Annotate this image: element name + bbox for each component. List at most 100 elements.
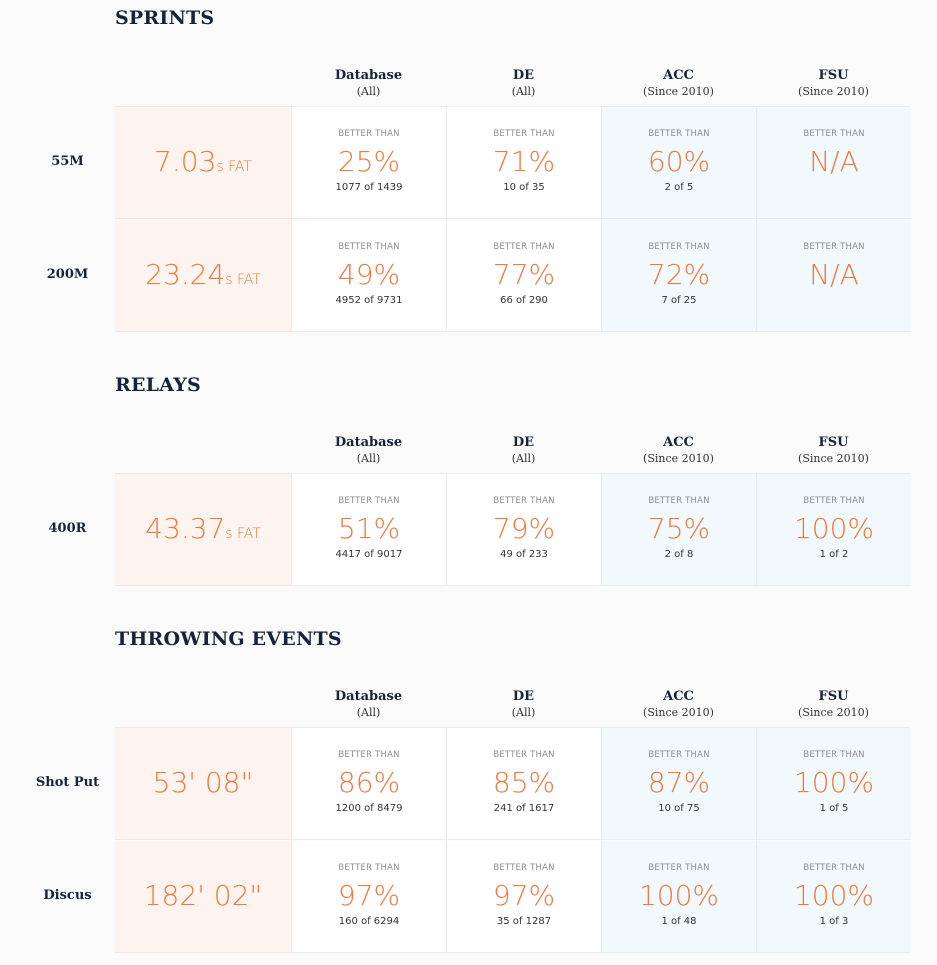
rank-count: 2 of 8 (664, 549, 694, 560)
better-than-label: BETTER THAN (338, 129, 400, 139)
column-name: DE (512, 68, 535, 83)
better-than-label: BETTER THAN (803, 242, 865, 252)
better-than-label: BETTER THAN (493, 496, 555, 506)
percentile-value: 77% (492, 258, 556, 291)
percentile-cell-database: BETTER THAN 86% 1200 of 8479 (291, 728, 446, 840)
column-scope: (Since 2010) (798, 452, 869, 465)
percentile-value: 100% (793, 512, 875, 545)
rank-count: 160 of 6294 (338, 916, 400, 927)
performance-mark: 43.37s FAT (115, 512, 291, 551)
better-than-label: BETTER THAN (803, 129, 865, 139)
column-name: Database (334, 435, 403, 450)
rank-count: 1 of 48 (661, 916, 697, 927)
performance-mark-cell: 53' 08" (115, 728, 291, 840)
event-label: Shot Put (35, 775, 100, 790)
column-name: ACC (663, 68, 694, 83)
performance-mark: 23.24s FAT (115, 258, 291, 297)
percentile-cell-fsu: BETTER THAN N/A (756, 220, 911, 332)
better-than-label: BETTER THAN (648, 129, 710, 139)
column-header-de: DE (All) (446, 434, 601, 466)
percentile-value: 97% (337, 879, 401, 912)
section-title: RELAYS (115, 374, 201, 396)
percentile-value: 85% (492, 766, 556, 799)
mark-unit: s FAT (225, 272, 261, 288)
better-than-label: BETTER THAN (338, 242, 400, 252)
column-scope: (All) (356, 706, 381, 719)
percentile-cell-database: BETTER THAN 25% 1077 of 1439 (291, 107, 446, 219)
column-header-fsu: FSU (Since 2010) (756, 434, 911, 466)
mark-unit: s FAT (216, 159, 252, 175)
column-scope: (All) (511, 452, 536, 465)
column-header-fsu: FSU (Since 2010) (756, 688, 911, 720)
percentile-cell-de: BETTER THAN 77% 66 of 290 (446, 220, 601, 332)
column-header-database: Database (All) (291, 67, 446, 99)
percentile-cell-fsu: BETTER THAN N/A (756, 107, 911, 219)
percentile-cell-de: BETTER THAN 85% 241 of 1617 (446, 728, 601, 840)
rank-count: 2 of 5 (664, 182, 694, 193)
rank-count: 10 of 75 (658, 803, 700, 814)
percentile-value: 87% (647, 766, 711, 799)
column-scope: (All) (356, 452, 381, 465)
percentile-cell-fsu: BETTER THAN 100% 1 of 5 (756, 728, 911, 840)
section-relays: RELAYS Database (All) DE (All) ACC (Since 2010… (0, 374, 937, 587)
column-header-database: Database (All) (291, 434, 446, 466)
percentile-cell-fsu: BETTER THAN 100% 1 of 2 (756, 474, 911, 586)
mark-value: 23.24 (145, 258, 226, 291)
percentile-cell-database: BETTER THAN 97% 160 of 6294 (291, 841, 446, 953)
column-name: FSU (818, 435, 849, 450)
rank-count: 1077 of 1439 (335, 182, 403, 193)
column-name: FSU (818, 689, 849, 704)
percentile-value: 71% (492, 145, 556, 178)
percentile-value: 100% (793, 879, 875, 912)
performance-mark-cell: 43.37s FAT (115, 474, 291, 586)
column-header-de: DE (All) (446, 67, 601, 99)
mark-value: 182' 02" (143, 879, 263, 912)
better-than-label: BETTER THAN (338, 863, 400, 873)
better-than-label: BETTER THAN (803, 750, 865, 760)
rank-count: 4952 of 9731 (335, 295, 403, 306)
performance-mark-cell: 182' 02" (115, 841, 291, 953)
better-than-label: BETTER THAN (338, 750, 400, 760)
better-than-label: BETTER THAN (338, 496, 400, 506)
percentile-value: 79% (492, 512, 556, 545)
performance-mark: 7.03s FAT (115, 145, 291, 184)
rank-count: 241 of 1617 (493, 803, 555, 814)
table-top-rule (115, 727, 910, 728)
percentile-value: 75% (647, 512, 711, 545)
percentile-value: 51% (337, 512, 401, 545)
rank-count: 7 of 25 (661, 295, 697, 306)
table-top-rule (115, 473, 910, 474)
event-label: Discus (43, 888, 92, 903)
percentile-cell-de: BETTER THAN 97% 35 of 1287 (446, 841, 601, 953)
percentile-cell-de: BETTER THAN 71% 10 of 35 (446, 107, 601, 219)
percentile-value: 100% (638, 879, 720, 912)
column-header-acc: ACC (Since 2010) (601, 688, 756, 720)
percentile-value: 100% (793, 766, 875, 799)
column-name: DE (512, 435, 535, 450)
column-scope: (All) (356, 85, 381, 98)
column-scope: (Since 2010) (798, 706, 869, 719)
column-name: Database (334, 689, 403, 704)
better-than-label: BETTER THAN (493, 750, 555, 760)
rank-count: 66 of 290 (500, 295, 548, 306)
rank-count: 1 of 2 (819, 549, 849, 560)
rank-count: 1200 of 8479 (335, 803, 403, 814)
better-than-label: BETTER THAN (648, 242, 710, 252)
column-scope: (All) (511, 85, 536, 98)
percentile-value: 49% (337, 258, 401, 291)
performance-mark: 182' 02" (115, 879, 291, 918)
mark-value: 53' 08" (152, 766, 254, 799)
section-title: SPRINTS (115, 7, 215, 29)
mark-value: 7.03 (154, 145, 217, 178)
column-scope: (Since 2010) (643, 85, 714, 98)
percentile-value: N/A (809, 258, 859, 291)
better-than-label: BETTER THAN (648, 750, 710, 760)
rank-count: 49 of 233 (500, 549, 548, 560)
column-name: Database (334, 68, 403, 83)
event-label: 55M (51, 154, 84, 169)
event-label: 200M (46, 267, 89, 282)
mark-value: 43.37 (145, 512, 226, 545)
percentile-value: 25% (337, 145, 401, 178)
rank-count: 4417 of 9017 (335, 549, 403, 560)
column-scope: (All) (511, 706, 536, 719)
